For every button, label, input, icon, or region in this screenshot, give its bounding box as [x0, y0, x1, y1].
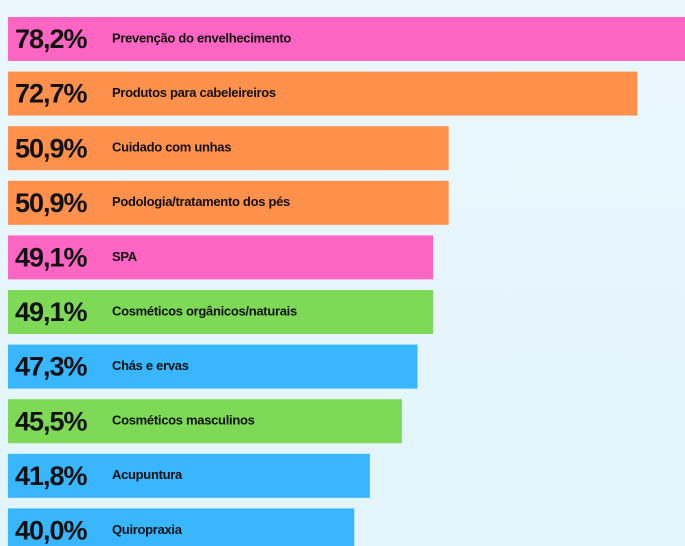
bar	[8, 453, 370, 498]
category-label: Produtos para cabeleireiros	[112, 85, 276, 100]
bar	[8, 180, 449, 225]
category-label: SPA	[112, 249, 138, 264]
category-label: Cosméticos orgânicos/naturais	[112, 303, 297, 318]
category-label: Podologia/tratamento dos pés	[112, 194, 290, 209]
value-label: 47,3%	[15, 352, 88, 382]
bar	[8, 508, 355, 546]
bar	[8, 290, 434, 334]
value-label: 45,5%	[15, 406, 88, 436]
value-label: 49,1%	[15, 297, 88, 327]
bar	[8, 344, 418, 389]
value-label: 41,8%	[15, 461, 88, 491]
value-label: 78,2%	[15, 24, 88, 54]
category-label: Cosméticos masculinos	[112, 413, 255, 428]
value-label: 40,0%	[15, 516, 88, 546]
value-label: 49,1%	[15, 243, 88, 273]
category-label: Quiropraxia	[112, 522, 183, 537]
category-label: Acupuntura	[112, 467, 183, 482]
category-label: Cuidado com unhas	[112, 140, 231, 155]
bar	[8, 399, 402, 444]
category-label: Chás e ervas	[112, 358, 189, 373]
bar	[8, 126, 449, 171]
category-label: Prevenção do envelhecimento	[112, 30, 291, 45]
bar	[8, 71, 638, 116]
value-label: 50,9%	[15, 133, 88, 163]
value-label: 72,7%	[15, 79, 88, 109]
bar	[8, 17, 685, 61]
bar	[8, 235, 434, 280]
value-label: 50,9%	[15, 188, 88, 218]
